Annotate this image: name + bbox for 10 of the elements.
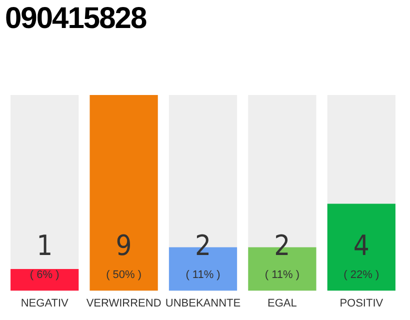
- chart-title: 090415828: [5, 2, 146, 36]
- x-tick-label: NEGATIV: [20, 297, 69, 310]
- x-tick-label: UNBEKANNTE: [165, 297, 241, 310]
- x-tick-label: POSITIV: [340, 297, 384, 310]
- data-label: 9 ( 50% ): [106, 228, 142, 281]
- x-tick-label: VERWIRREND: [86, 297, 162, 310]
- bar: [10, 269, 79, 291]
- x-tick-label: EGAL: [268, 297, 297, 310]
- data-label: 1 ( 6% ): [30, 228, 60, 281]
- data-label: 4 ( 22% ): [344, 228, 380, 281]
